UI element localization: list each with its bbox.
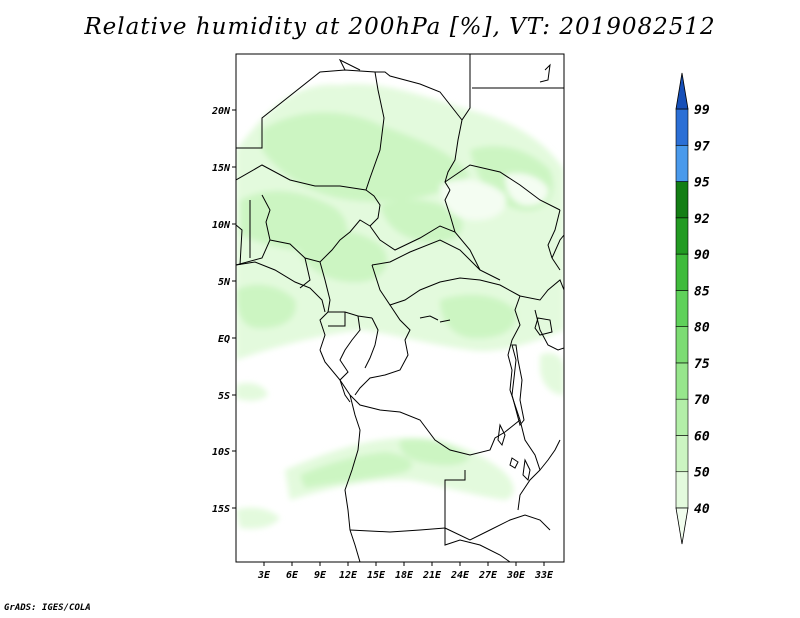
x-tick-21e: 21E: [422, 570, 442, 581]
colorbar-label: 70: [694, 393, 710, 408]
colorbar-label: 90: [694, 248, 710, 263]
colorbar-label: 99: [694, 103, 710, 118]
x-tick-24e: 24E: [450, 570, 470, 581]
y-tick-10n: 10N: [212, 220, 231, 231]
x-tick-15e: 15E: [367, 570, 386, 581]
colorbar-segment: [675, 253, 689, 291]
colorbar-label: 97: [694, 139, 710, 154]
country-borders: [236, 54, 564, 562]
colorbar-label: 95: [694, 176, 710, 191]
colorbar-segment: [675, 471, 689, 509]
y-tick-15s: 15S: [212, 504, 230, 515]
x-tick-27e: 27E: [478, 570, 498, 581]
colorbar-segment: [675, 217, 689, 255]
x-tick-33e: 33E: [534, 570, 554, 581]
y-tick-5s: 5S: [218, 391, 230, 402]
map-frame: [235, 53, 565, 563]
colorbar-segment: [675, 362, 689, 400]
x-axis-ticks: [263, 562, 545, 566]
x-tick-30e: 30E: [506, 570, 526, 581]
colorbar-segment: [675, 144, 689, 182]
colorbar-upper-arrow: [675, 72, 689, 110]
colorbar-segment: [675, 181, 689, 219]
colorbar-label: 75: [694, 357, 710, 372]
colorbar-segment: [675, 290, 689, 327]
x-tick-9e: 9E: [314, 570, 327, 581]
map-title: Relative humidity at 200hPa [%], VT: 201…: [84, 14, 716, 40]
y-tick-20n: 20N: [211, 106, 231, 117]
x-tick-6e: 6E: [286, 570, 299, 581]
colorbar-label: 50: [694, 466, 710, 481]
colorbar-label: 80: [694, 321, 710, 336]
colorbar-segment: [675, 398, 689, 436]
colorbar-label: 92: [694, 212, 710, 227]
y-tick-eq: EQ: [218, 334, 230, 345]
x-tick-18e: 18E: [395, 570, 414, 581]
colorbar: 40 50 60 70 75 80 85 90 92 95 97 99: [675, 72, 710, 545]
humidity-shading: [236, 80, 564, 529]
grads-credit: GrADS: IGES/COLA: [4, 603, 91, 613]
colorbar-segment: [675, 435, 689, 473]
x-tick-labels: 3E 6E 9E 12E 15E 18E 21E 24E 27E 30E 33E: [257, 570, 554, 581]
colorbar-segment: [675, 326, 689, 364]
y-tick-labels: 20N 15N 10N 5N EQ 5S 10S 15S: [211, 106, 231, 515]
colorbar-label: 60: [694, 429, 710, 444]
colorbar-label: 85: [694, 284, 710, 299]
colorbar-segment: [675, 108, 689, 146]
y-tick-15n: 15N: [212, 163, 231, 174]
y-tick-10s: 10S: [212, 447, 230, 458]
y-tick-5n: 5N: [218, 277, 231, 288]
y-axis-ticks: [232, 109, 236, 509]
x-tick-12e: 12E: [339, 570, 358, 581]
colorbar-label: 40: [694, 502, 710, 517]
colorbar-lower-arrow: [675, 507, 689, 545]
x-tick-3e: 3E: [257, 570, 271, 581]
